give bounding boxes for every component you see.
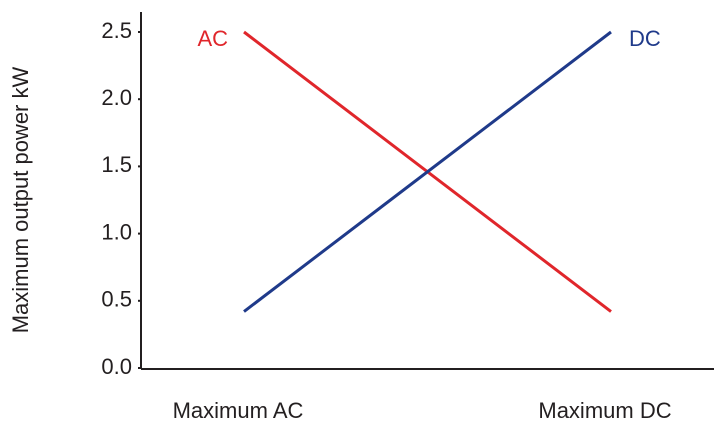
- x-tick-label: Maximum DC: [538, 398, 671, 423]
- y-tick-label: 2.5: [101, 18, 132, 43]
- series-label: DC: [629, 26, 661, 51]
- series-label: AC: [197, 26, 228, 51]
- y-tick-label: 0.5: [101, 287, 132, 312]
- series-line: [243, 30, 612, 313]
- y-tick-label: 2.0: [101, 85, 132, 110]
- y-tick-label: 1.5: [101, 152, 132, 177]
- y-tick-label: 1.0: [101, 219, 132, 244]
- x-tick-label: Maximum AC: [173, 398, 304, 423]
- y-axis-label: Maximum output power kW: [8, 67, 33, 334]
- y-tick-label: 0.0: [101, 354, 132, 379]
